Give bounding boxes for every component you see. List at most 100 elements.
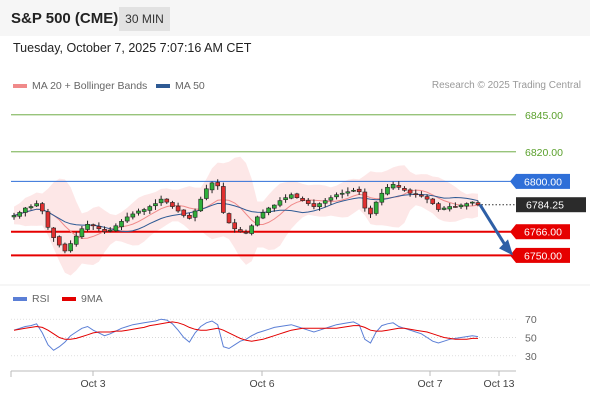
candle-body bbox=[328, 197, 334, 201]
candle-body bbox=[373, 201, 379, 214]
rsi-tick-50: 50 bbox=[525, 333, 537, 345]
candle-body bbox=[192, 210, 198, 218]
candle bbox=[107, 227, 113, 233]
legend-rsi-label: RSI bbox=[32, 293, 50, 305]
candle-body bbox=[419, 194, 424, 197]
candle bbox=[305, 198, 311, 206]
candle bbox=[164, 198, 170, 205]
candle-body bbox=[464, 203, 469, 207]
candle bbox=[317, 202, 322, 211]
candle bbox=[453, 202, 458, 208]
candle bbox=[119, 219, 124, 231]
candle bbox=[68, 240, 73, 253]
candle-body bbox=[130, 213, 136, 218]
candle bbox=[402, 186, 407, 192]
candle-body bbox=[56, 236, 62, 246]
candle bbox=[447, 203, 453, 212]
candle-body bbox=[124, 216, 130, 222]
candle-body bbox=[187, 214, 192, 219]
candle-body bbox=[158, 198, 164, 204]
candle-body bbox=[470, 201, 475, 204]
candle-body bbox=[351, 189, 356, 192]
candle bbox=[396, 181, 402, 190]
candle bbox=[181, 209, 187, 218]
candle-body bbox=[232, 222, 237, 230]
candle bbox=[277, 197, 283, 208]
candle-body bbox=[102, 229, 107, 233]
x-tick-label: Oct 7 bbox=[417, 378, 442, 390]
candle-body bbox=[170, 202, 175, 207]
candle-body bbox=[68, 243, 73, 252]
candle bbox=[356, 186, 362, 195]
candle bbox=[351, 187, 356, 193]
candle-body bbox=[113, 225, 119, 232]
candle-body bbox=[362, 191, 368, 209]
candle bbox=[300, 196, 305, 202]
candle-body bbox=[271, 204, 277, 209]
header-bar bbox=[0, 0, 590, 36]
level-label-6750.00: 6750.00 bbox=[524, 250, 562, 262]
candle bbox=[221, 182, 226, 214]
candle-body bbox=[238, 229, 243, 233]
candle bbox=[28, 204, 34, 210]
candle-body bbox=[73, 235, 79, 245]
rsi-ma-swatch bbox=[62, 297, 76, 302]
candle-body bbox=[260, 212, 266, 219]
candle bbox=[34, 200, 39, 207]
candle bbox=[73, 231, 79, 247]
candle bbox=[260, 209, 266, 220]
candle-body bbox=[322, 200, 328, 204]
candle-body bbox=[243, 231, 249, 234]
x-tick-label: Oct 6 bbox=[249, 378, 274, 390]
candle bbox=[441, 206, 447, 211]
candle bbox=[419, 191, 424, 198]
candle bbox=[51, 227, 56, 242]
candle bbox=[464, 202, 469, 210]
candle bbox=[345, 187, 351, 197]
candle-body bbox=[413, 193, 419, 196]
candle bbox=[458, 203, 464, 209]
candle-body bbox=[181, 209, 187, 216]
candle bbox=[413, 189, 419, 198]
legend-bollinger-label: MA 20 + Bollinger Bands bbox=[32, 80, 148, 92]
legend-ma50: MA 50 bbox=[156, 80, 205, 92]
candle-body bbox=[39, 203, 45, 212]
level-box-6766.00 bbox=[516, 224, 570, 240]
candle-body bbox=[266, 207, 271, 213]
candle bbox=[424, 194, 430, 204]
candle bbox=[62, 242, 68, 254]
candle-body bbox=[390, 184, 396, 189]
candle-body bbox=[221, 186, 226, 213]
candle bbox=[124, 212, 130, 223]
legend-bollinger: MA 20 + Bollinger Bands bbox=[13, 80, 147, 92]
candle bbox=[379, 188, 385, 206]
candle bbox=[39, 201, 45, 215]
candle-body bbox=[215, 182, 221, 187]
candle bbox=[175, 202, 181, 213]
candle-body bbox=[136, 210, 141, 214]
candle-body bbox=[85, 224, 90, 230]
candle bbox=[85, 220, 90, 232]
candle-body bbox=[447, 206, 453, 210]
candle bbox=[113, 223, 119, 232]
timeframe-badge[interactable]: 30 MIN bbox=[119, 7, 170, 31]
candle bbox=[209, 181, 215, 194]
candle bbox=[90, 223, 96, 230]
rsi-ma-line bbox=[13, 321, 478, 342]
candle bbox=[255, 215, 260, 227]
candle bbox=[232, 218, 237, 233]
candle-body bbox=[90, 224, 96, 227]
candle-body bbox=[28, 206, 34, 209]
candle bbox=[141, 207, 147, 216]
candle-body bbox=[45, 211, 51, 228]
candle-body bbox=[305, 200, 311, 204]
candle-body bbox=[283, 197, 288, 200]
candle bbox=[470, 201, 475, 206]
candle bbox=[79, 225, 85, 239]
candle bbox=[322, 198, 328, 208]
level-label-6845.00: 6845.00 bbox=[525, 110, 563, 122]
candle bbox=[243, 229, 249, 235]
candle bbox=[130, 211, 136, 220]
level-box-pointer-6800.00 bbox=[510, 173, 516, 189]
